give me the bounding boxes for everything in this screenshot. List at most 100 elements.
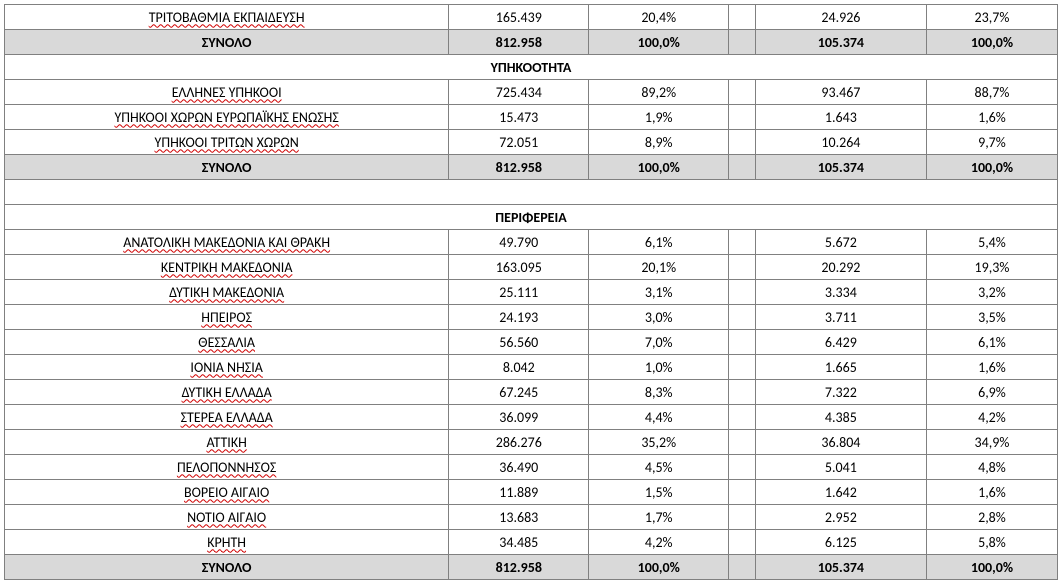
gap-cell (729, 530, 756, 555)
table-row: ΥΠΗΚΟΟΙ ΤΡΙΤΩΝ ΧΩΡΩΝ72.0518,9%10.2649,7% (5, 130, 1058, 155)
percent-1: 3,0% (589, 305, 729, 330)
value-1: 25.111 (449, 280, 589, 305)
percent-2: 1,6% (926, 105, 1057, 130)
value-1: 67.245 (449, 380, 589, 405)
stats-table: ΤΡΙΤΟΒΑΘΜΙΑ ΕΚΠΑΙΔΕΥΣΗ165.43920,4% 24.926… (4, 4, 1058, 580)
total-row: ΣΥΝΟΛΟ812.958100,0%105.374100,0% (5, 30, 1058, 55)
row-label: ΘΕΣΣΑΛΙΑ (5, 330, 449, 355)
percent-1: 100,0% (589, 155, 729, 180)
value-1: 812.958 (449, 30, 589, 55)
percent-2: 34,9% (926, 430, 1057, 455)
percent-2: 3,2% (926, 280, 1057, 305)
table-row: ΥΠΗΚΟΟΙ ΧΩΡΩΝ ΕΥΡΩΠΑΪΚΗΣ ΕΝΩΣΗΣ15.4731,9… (5, 105, 1058, 130)
row-label: ΔΥΤΙΚΗ ΜΑΚΕΔΟΝΙΑ (5, 280, 449, 305)
table-row: ΑΤΤΙΚΗ286.27635,2%36.80434,9% (5, 430, 1058, 455)
percent-1: 4,2% (589, 530, 729, 555)
value-2: 93.467 (755, 80, 926, 105)
value-1: 725.434 (449, 80, 589, 105)
row-label: ΑΤΤΙΚΗ (5, 430, 449, 455)
percent-1: 1,5% (589, 480, 729, 505)
value-1: 36.490 (449, 455, 589, 480)
percent-1: 3,1% (589, 280, 729, 305)
gap-cell (729, 455, 756, 480)
percent-1: 4,5% (589, 455, 729, 480)
value-2: 5.041 (755, 455, 926, 480)
percent-1: 6,1% (589, 230, 729, 255)
table-row: ΑΝΑΤΟΛΙΚΗ ΜΑΚΕΔΟΝΙΑ ΚΑΙ ΘΡΑΚΗ49.7906,1% 5… (5, 230, 1058, 255)
value-2: 1.665 (755, 355, 926, 380)
value-2: 105.374 (755, 555, 926, 580)
value-2: 20.292 (755, 255, 926, 280)
row-label: ΕΛΛΗΝΕΣ ΥΠΗΚΟΟΙ (5, 80, 449, 105)
total-row: ΣΥΝΟΛΟ812.958100,0%105.374100,0% (5, 555, 1058, 580)
table-row: ΝΟΤΙΟ ΑΙΓΑΙΟ13.6831,7%2.9522,8% (5, 505, 1058, 530)
table-row: ΕΛΛΗΝΕΣ ΥΠΗΚΟΟΙ725.43489,2%93.46788,7% (5, 80, 1058, 105)
row-label: ΥΠΗΚΟΟΙ ΧΩΡΩΝ ΕΥΡΩΠΑΪΚΗΣ ΕΝΩΣΗΣ (5, 105, 449, 130)
percent-1: 1,7% (589, 505, 729, 530)
percent-2: 88,7% (926, 80, 1057, 105)
value-2: 24.926 (755, 5, 926, 30)
gap-cell (729, 330, 756, 355)
table-row: ΗΠΕΙΡΟΣ24.1933,0%3.7113,5% (5, 305, 1058, 330)
value-2: 5.672 (755, 230, 926, 255)
row-label: ΗΠΕΙΡΟΣ (5, 305, 449, 330)
value-1: 13.683 (449, 505, 589, 530)
gap-cell (729, 555, 756, 580)
value-1: 36.099 (449, 405, 589, 430)
percent-2: 4,8% (926, 455, 1057, 480)
percent-1: 4,4% (589, 405, 729, 430)
gap-cell (729, 130, 756, 155)
value-2: 105.374 (755, 30, 926, 55)
row-label: ΒΟΡΕΙΟ ΑΙΓΑΙΟ (5, 480, 449, 505)
percent-1: 1,9% (589, 105, 729, 130)
percent-2: 5,8% (926, 530, 1057, 555)
row-label: ΚΕΝΤΡΙΚΗ ΜΑΚΕΔΟΝΙΑ (5, 255, 449, 280)
table-row: ΚΕΝΤΡΙΚΗ ΜΑΚΕΔΟΝΙΑ163.09520,1%20.29219,3… (5, 255, 1058, 280)
value-2: 36.804 (755, 430, 926, 455)
gap-cell (729, 405, 756, 430)
gap-cell (729, 480, 756, 505)
percent-1: 8,9% (589, 130, 729, 155)
value-2: 3.711 (755, 305, 926, 330)
value-1: 163.095 (449, 255, 589, 280)
gap-cell (729, 5, 756, 30)
value-2: 10.264 (755, 130, 926, 155)
row-label: ΣΥΝΟΛΟ (5, 30, 449, 55)
value-1: 15.473 (449, 105, 589, 130)
percent-2: 4,2% (926, 405, 1057, 430)
value-2: 6.429 (755, 330, 926, 355)
percent-2: 2,8% (926, 505, 1057, 530)
value-2: 1.643 (755, 105, 926, 130)
value-1: 56.560 (449, 330, 589, 355)
percent-2: 3,5% (926, 305, 1057, 330)
percent-2: 100,0% (926, 155, 1057, 180)
gap-cell (729, 80, 756, 105)
value-1: 34.485 (449, 530, 589, 555)
row-label: ΝΟΤΙΟ ΑΙΓΑΙΟ (5, 505, 449, 530)
value-1: 812.958 (449, 555, 589, 580)
row-label: ΑΝΑΤΟΛΙΚΗ ΜΑΚΕΔΟΝΙΑ ΚΑΙ ΘΡΑΚΗ (5, 230, 449, 255)
row-label: ΚΡΗΤΗ (5, 530, 449, 555)
table-row: ΤΡΙΤΟΒΑΘΜΙΑ ΕΚΠΑΙΔΕΥΣΗ165.43920,4% 24.926… (5, 5, 1058, 30)
section-header: ΠΕΡΙΦΕΡΕΙΑ (5, 205, 1058, 230)
row-label: ΤΡΙΤΟΒΑΘΜΙΑ ΕΚΠΑΙΔΕΥΣΗ (5, 5, 449, 30)
value-2: 105.374 (755, 155, 926, 180)
value-1: 49.790 (449, 230, 589, 255)
gap-cell (729, 105, 756, 130)
value-1: 8.042 (449, 355, 589, 380)
percent-1: 1,0% (589, 355, 729, 380)
row-label: ΣΥΝΟΛΟ (5, 155, 449, 180)
percent-2: 100,0% (926, 30, 1057, 55)
percent-2: 9,7% (926, 130, 1057, 155)
row-label: ΔΥΤΙΚΗ ΕΛΛΑΔΑ (5, 380, 449, 405)
value-1: 165.439 (449, 5, 589, 30)
gap-cell (729, 30, 756, 55)
percent-2: 5,4% (926, 230, 1057, 255)
table-row: ΒΟΡΕΙΟ ΑΙΓΑΙΟ11.8891,5%1.6421,6% (5, 480, 1058, 505)
gap-cell (729, 155, 756, 180)
percent-1: 20,4% (589, 5, 729, 30)
value-2: 4.385 (755, 405, 926, 430)
value-2: 3.334 (755, 280, 926, 305)
percent-2: 100,0% (926, 555, 1057, 580)
percent-2: 1,6% (926, 355, 1057, 380)
